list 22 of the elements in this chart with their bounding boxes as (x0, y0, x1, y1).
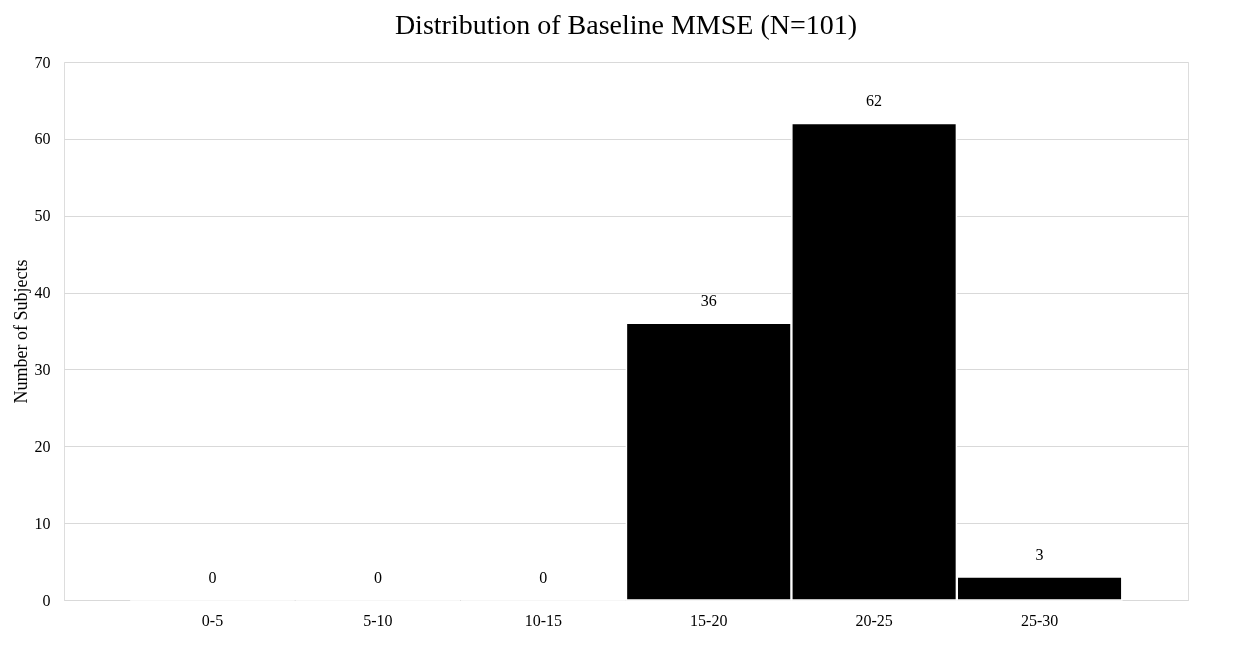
y-tick-label: 10 (34, 514, 51, 532)
x-tick-label: 25-30 (1020, 611, 1059, 629)
chart-title: Distribution of Baseline MMSE (N=101) (394, 9, 858, 40)
x-tick-label: 15-20 (690, 611, 728, 629)
y-tick-label: 30 (34, 360, 51, 378)
y-tick-label: 40 (34, 284, 51, 302)
y-tick-label: 70 (34, 53, 51, 71)
x-tick-label: 5-10 (363, 611, 393, 629)
x-tick-label: 0-5 (201, 611, 224, 629)
y-tick-label: 60 (34, 130, 51, 148)
data-label: 0 (539, 569, 548, 586)
data-label: 0 (373, 569, 382, 586)
y-tick-label: 50 (34, 207, 51, 225)
y-axis-title: Number of Subjects (10, 259, 31, 404)
data-label: 36 (700, 292, 717, 310)
data-label: 3 (1035, 545, 1044, 563)
data-label: 62 (866, 92, 883, 110)
x-tick-label: 10-15 (524, 611, 562, 629)
y-tick-label: 20 (34, 437, 51, 455)
x-tick-label: 20-25 (855, 611, 893, 629)
data-label: 0 (208, 569, 217, 586)
y-tick-label: 0 (42, 591, 51, 609)
